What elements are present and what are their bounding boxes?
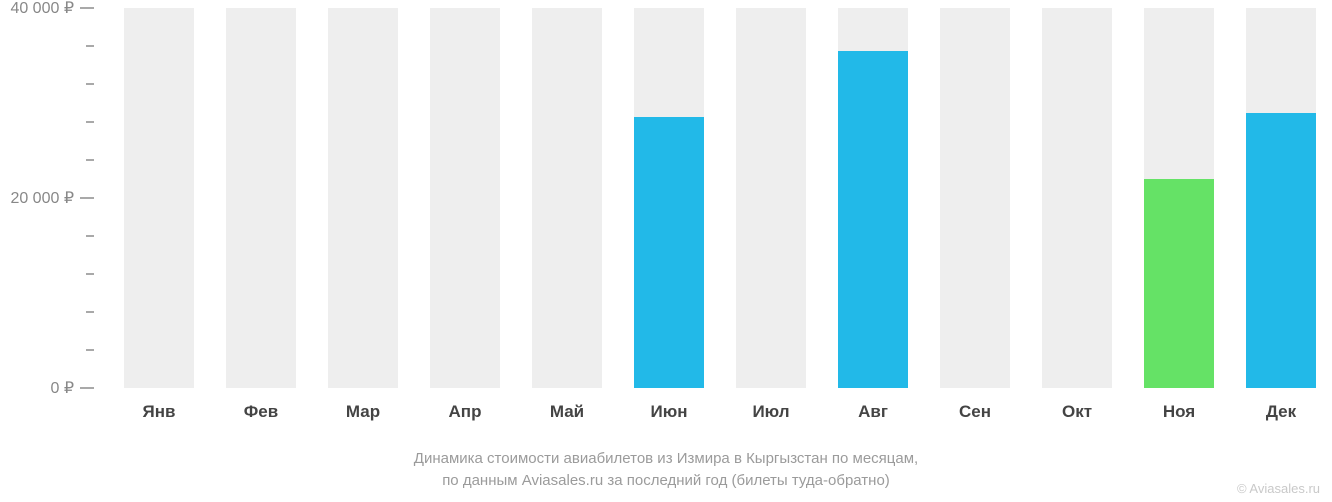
x-tick-label: Фев	[244, 402, 278, 422]
x-tick-label: Сен	[959, 402, 991, 422]
y-minor-tick-mark	[86, 121, 94, 123]
x-tick-label: Дек	[1266, 402, 1296, 422]
caption-line-2: по данным Aviasales.ru за последний год …	[442, 472, 890, 489]
x-tick-label: Апр	[449, 402, 482, 422]
x-tick-label: Мар	[346, 402, 380, 422]
bar-slot: Дек	[1246, 8, 1316, 388]
bars-container: Янв Фев Мар Апр Май Июн Июл Авг Сен Окт Ноя Дек	[104, 8, 1322, 388]
bar-slot: Фев	[226, 8, 296, 388]
bar-value	[838, 51, 908, 388]
x-tick-label: Ноя	[1163, 402, 1195, 422]
y-minor-tick-mark	[86, 83, 94, 85]
y-tick-label: 40 000 ₽	[10, 0, 74, 18]
bar-slot: Июл	[736, 8, 806, 388]
y-minor-tick-mark	[86, 273, 94, 275]
bar-slot: Янв	[124, 8, 194, 388]
bar-background	[430, 8, 500, 388]
bar-background	[328, 8, 398, 388]
bar-slot: Сен	[940, 8, 1010, 388]
x-tick-label: Янв	[143, 402, 176, 422]
bar-value	[1144, 179, 1214, 388]
chart-caption: Динамика стоимости авиабилетов из Измира…	[0, 448, 1332, 492]
bar-slot: Май	[532, 8, 602, 388]
y-minor-tick-mark	[86, 235, 94, 237]
bar-slot: Июн	[634, 8, 704, 388]
y-tick-mark	[80, 387, 94, 389]
caption-line-1: Динамика стоимости авиабилетов из Измира…	[414, 450, 918, 467]
bar-slot: Апр	[430, 8, 500, 388]
y-tick-mark	[80, 7, 94, 9]
y-minor-tick-mark	[86, 349, 94, 351]
bar-slot: Авг	[838, 8, 908, 388]
x-tick-label: Июн	[650, 402, 687, 422]
price-by-month-chart: 0 ₽20 000 ₽40 000 ₽ ЯнвФевМарАпрМайИюнИю…	[0, 0, 1332, 502]
x-tick-label: Июл	[752, 402, 789, 422]
bar-slot: Окт	[1042, 8, 1112, 388]
x-tick-label: Окт	[1062, 402, 1092, 422]
y-tick-mark	[80, 197, 94, 199]
y-axis: 0 ₽20 000 ₽40 000 ₽	[0, 8, 104, 388]
attribution-text: © Aviasales.ru	[1237, 481, 1320, 496]
plot-area: Янв Фев Мар Апр Май Июн Июл Авг Сен Окт Ноя Дек	[104, 8, 1322, 388]
bar-background	[940, 8, 1010, 388]
y-tick-label: 0 ₽	[50, 378, 74, 398]
y-minor-tick-mark	[86, 159, 94, 161]
x-tick-label: Май	[550, 402, 584, 422]
bar-background	[532, 8, 602, 388]
y-minor-tick-mark	[86, 45, 94, 47]
bar-slot: Мар	[328, 8, 398, 388]
bar-background	[736, 8, 806, 388]
y-minor-tick-mark	[86, 311, 94, 313]
bar-slot: Ноя	[1144, 8, 1214, 388]
y-tick-label: 20 000 ₽	[10, 188, 74, 208]
bar-value	[634, 117, 704, 388]
bar-background	[226, 8, 296, 388]
bar-background	[124, 8, 194, 388]
x-tick-label: Авг	[858, 402, 888, 422]
bar-background	[1042, 8, 1112, 388]
bar-value	[1246, 113, 1316, 389]
